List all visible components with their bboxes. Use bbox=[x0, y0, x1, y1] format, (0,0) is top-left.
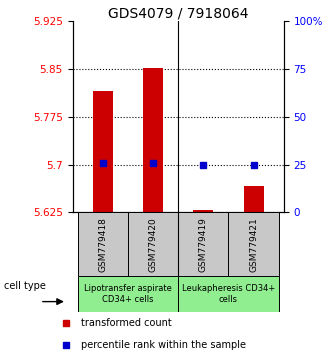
Text: Lipotransfer aspirate
CD34+ cells: Lipotransfer aspirate CD34+ cells bbox=[84, 284, 172, 303]
Text: cell type: cell type bbox=[4, 281, 46, 291]
Bar bbox=[178, 212, 228, 276]
Bar bbox=[228, 212, 279, 276]
Text: GSM779419: GSM779419 bbox=[199, 217, 208, 272]
Text: Leukapheresis CD34+
cells: Leukapheresis CD34+ cells bbox=[182, 284, 275, 303]
Bar bbox=[193, 211, 214, 212]
Text: GSM779421: GSM779421 bbox=[249, 217, 258, 272]
Bar bbox=[143, 68, 163, 212]
Text: transformed count: transformed count bbox=[81, 318, 171, 329]
Text: GSM779420: GSM779420 bbox=[148, 217, 157, 272]
Bar bbox=[244, 186, 264, 212]
Text: GSM779418: GSM779418 bbox=[98, 217, 107, 272]
Bar bbox=[178, 276, 279, 312]
Title: GDS4079 / 7918064: GDS4079 / 7918064 bbox=[108, 6, 248, 20]
Bar bbox=[78, 276, 178, 312]
Bar bbox=[128, 212, 178, 276]
Text: percentile rank within the sample: percentile rank within the sample bbox=[81, 339, 246, 350]
Bar bbox=[93, 91, 113, 212]
Bar bbox=[78, 212, 128, 276]
